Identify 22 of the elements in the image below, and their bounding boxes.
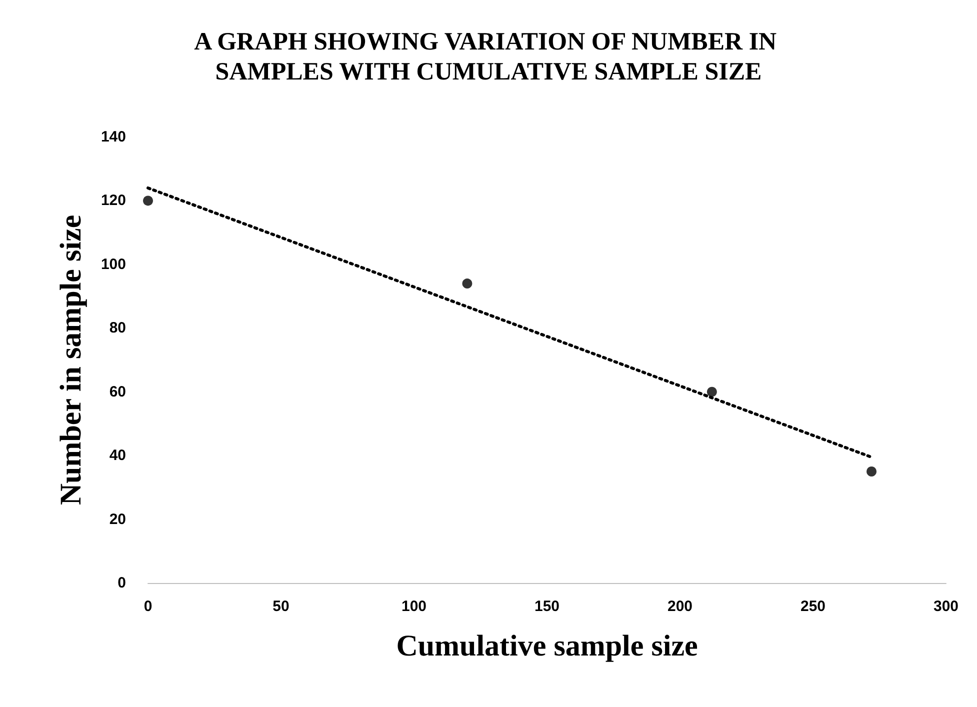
y-tick-label: 120 <box>100 192 126 210</box>
x-tick-label: 300 <box>933 598 959 615</box>
x-axis-title: Cumulative sample size <box>396 630 698 662</box>
chart-title: A GRAPH SHOWING VARIATION OF NUMBER IN SAMPLES WITH CUMULATIVE SAMPLE SIZE <box>194 28 783 86</box>
y-tick-label: 60 <box>109 383 126 400</box>
x-tick-label: 50 <box>272 598 290 615</box>
y-tick-label: 100 <box>100 256 126 273</box>
x-tick-label: 200 <box>667 598 693 615</box>
y-tick-label: 20 <box>109 510 126 528</box>
y-tick-label: 0 <box>118 574 126 592</box>
point <box>462 278 472 289</box>
point <box>143 196 153 206</box>
x-tick-label: 0 <box>144 598 152 615</box>
x-tick-label: 100 <box>401 598 427 615</box>
x-tick-label: 250 <box>800 598 826 615</box>
point <box>866 466 877 476</box>
point <box>706 386 717 397</box>
y-axis-title: Number in sample size <box>54 214 88 506</box>
x-tick-label: 150 <box>534 598 560 615</box>
y-tick-label: 40 <box>109 447 126 464</box>
y-tick-label: 80 <box>109 320 126 337</box>
y-tick-label: 140 <box>100 128 126 146</box>
